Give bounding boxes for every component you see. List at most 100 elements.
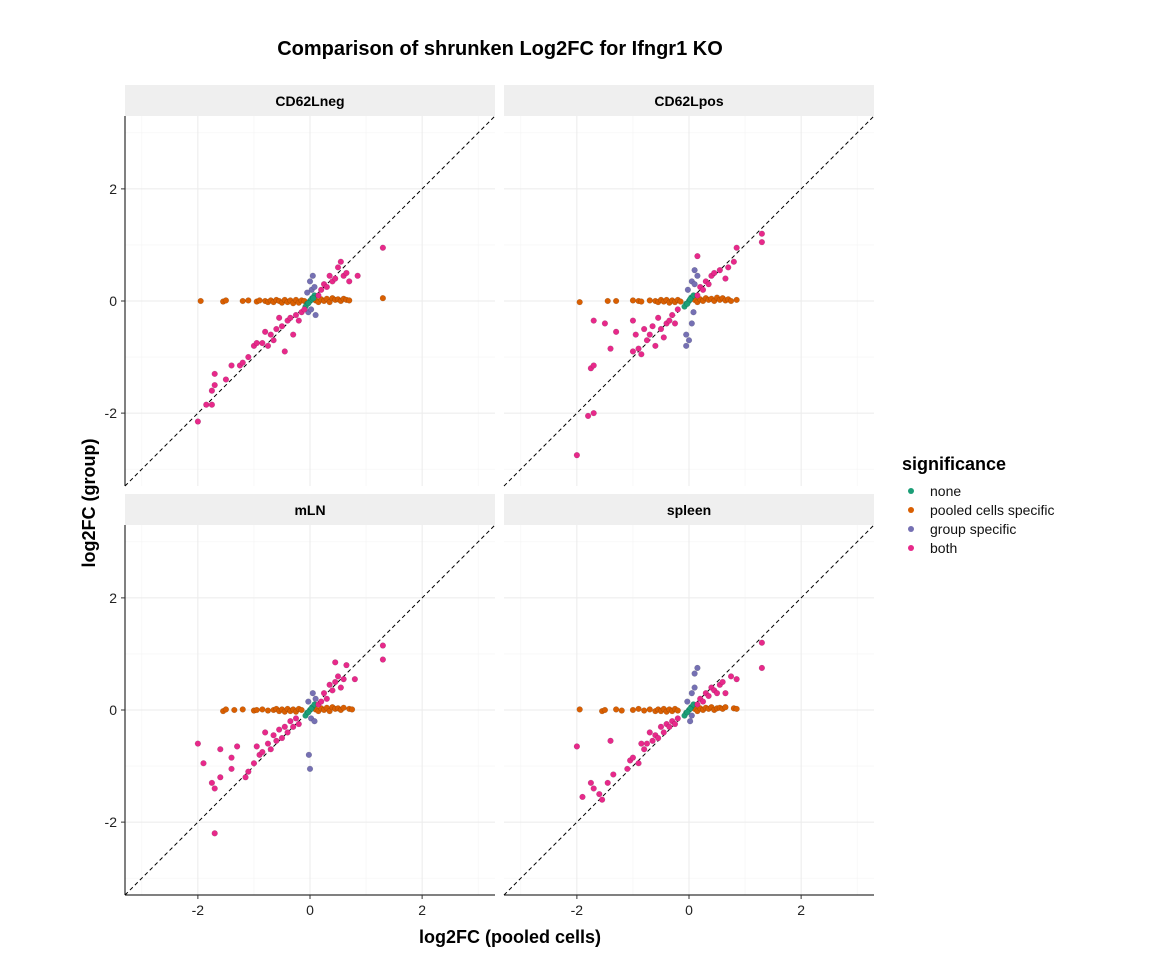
legend-title: significance — [902, 454, 1006, 474]
legend-label: both — [930, 540, 957, 556]
point-both — [733, 244, 740, 251]
point-both — [334, 264, 342, 271]
panel-cd62lpos: CD62Lpos — [503, 85, 875, 487]
point-both — [635, 760, 642, 767]
point-pooled — [231, 706, 238, 714]
point-both — [758, 230, 765, 237]
point-group — [691, 684, 698, 691]
facet-panels: CD62Lneg -2 0 2 CD62Lpos mLN -2 0 2 -2 0 2 spleen -2 0… — [105, 85, 875, 918]
point-both — [245, 768, 252, 775]
legend-swatch — [908, 545, 914, 551]
point-both — [239, 359, 246, 366]
point-both — [326, 681, 333, 688]
point-both — [643, 740, 651, 747]
point-both — [379, 244, 386, 251]
point-both — [203, 401, 210, 408]
point-none — [684, 709, 691, 716]
point-both — [758, 239, 765, 246]
point-both — [228, 765, 235, 772]
point-both — [666, 723, 673, 730]
point-both — [669, 311, 676, 319]
point-both — [613, 328, 620, 335]
point-both — [245, 353, 252, 361]
point-both — [273, 737, 280, 744]
point-both — [641, 746, 648, 753]
panel-strip-label: spleen — [667, 502, 711, 518]
point-pooled — [197, 297, 204, 305]
point-pooled — [340, 704, 347, 711]
point-pooled — [379, 295, 386, 302]
panel-cd62lneg: CD62Lneg -2 0 2 — [105, 85, 496, 487]
point-both — [573, 452, 580, 459]
points — [194, 244, 386, 425]
point-both — [579, 793, 586, 800]
point-pooled — [613, 297, 620, 305]
point-pooled — [346, 297, 353, 304]
point-both — [638, 351, 645, 358]
gridlines — [125, 525, 495, 895]
point-both — [337, 684, 344, 691]
point-both — [281, 723, 288, 730]
point-pooled — [674, 707, 681, 714]
point-both — [273, 325, 280, 333]
point-pooled — [576, 706, 583, 713]
point-group — [688, 690, 695, 697]
point-both — [329, 687, 336, 694]
point-pooled — [629, 706, 637, 714]
point-both — [242, 774, 249, 781]
point-both — [253, 339, 260, 347]
point-both — [262, 328, 269, 335]
point-both — [222, 376, 230, 383]
point-pooled — [722, 704, 729, 711]
point-both — [281, 348, 288, 355]
point-both — [655, 314, 662, 321]
point-pooled — [677, 298, 684, 305]
point-both — [270, 337, 277, 344]
point-both — [716, 267, 723, 274]
point-both — [267, 331, 274, 338]
point-pooled — [245, 297, 252, 304]
point-both — [320, 690, 328, 697]
point-both — [604, 779, 611, 786]
point-pooled — [576, 299, 583, 306]
point-pooled — [733, 705, 740, 712]
legend-items: none pooled cells specific group specific b… — [908, 483, 1055, 556]
y-tick-label: 0 — [109, 702, 117, 718]
point-both — [287, 718, 294, 725]
y-tick-label: -2 — [105, 405, 118, 421]
points — [573, 230, 765, 459]
point-both — [660, 729, 667, 736]
point-group — [311, 283, 318, 291]
point-pooled — [641, 707, 648, 714]
point-pooled — [733, 296, 740, 303]
point-pooled — [298, 706, 305, 714]
point-pooled — [222, 706, 230, 713]
point-both — [629, 317, 637, 324]
point-both — [671, 720, 679, 728]
point-both — [649, 323, 656, 330]
x-tick-label: 0 — [306, 902, 314, 918]
point-none — [310, 295, 317, 302]
x-tick-label: -2 — [571, 902, 584, 918]
point-both — [211, 830, 218, 837]
point-both — [596, 790, 603, 798]
point-both — [332, 275, 339, 282]
legend-item-group: group specific — [908, 521, 1016, 537]
point-pooled — [239, 706, 246, 713]
point-both — [573, 743, 580, 750]
point-both — [711, 269, 718, 277]
point-both — [343, 662, 350, 669]
panel-strip — [125, 85, 495, 116]
point-both — [699, 698, 707, 705]
point-both — [287, 314, 294, 321]
point-both — [318, 698, 325, 705]
point-both — [601, 320, 609, 327]
legend-label: group specific — [930, 521, 1016, 537]
point-none — [687, 296, 694, 303]
point-both — [315, 292, 322, 299]
point-group — [688, 320, 695, 327]
y-axis-title: log2FC (group) — [79, 439, 99, 568]
legend-item-both: both — [908, 540, 957, 556]
point-both — [722, 275, 729, 282]
point-both — [323, 695, 330, 702]
